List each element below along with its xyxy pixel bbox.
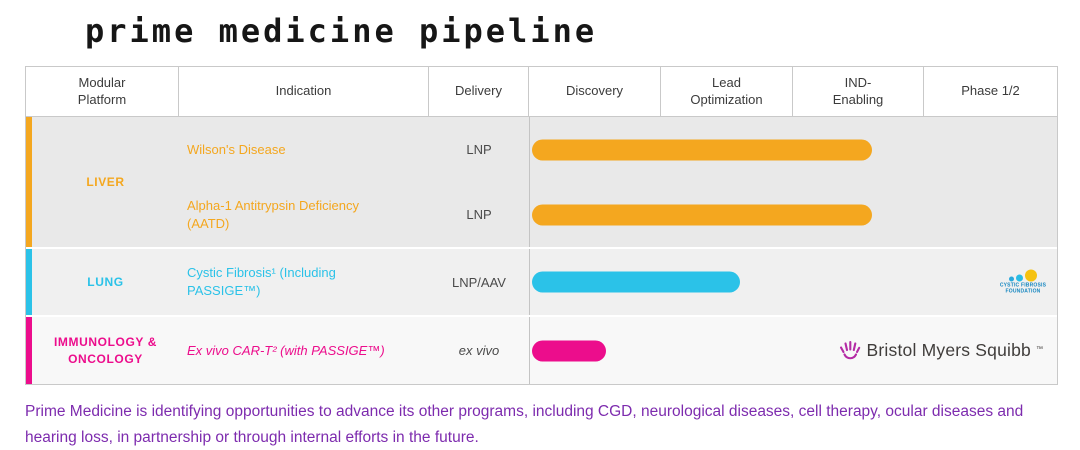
stage-chart-cell: Bristol Myers Squibb ™ xyxy=(529,317,1057,384)
delivery-label: LNP xyxy=(466,207,492,222)
platform-cell: LIVER xyxy=(26,117,179,247)
stage-chart-cell: CYSTIC FIBROSIS FOUNDATION xyxy=(529,249,1057,315)
platform-cell: LUNG xyxy=(26,249,179,315)
platform-cell: IMMUNOLOGY & ONCOLOGY xyxy=(26,317,179,384)
indication-cell: Wilson's Disease xyxy=(179,117,429,182)
group-rows: Ex vivo CAR-T² (with PASSIGE™) ex vivo xyxy=(179,317,1057,384)
header-stage-phase-1-2: Phase 1/2 xyxy=(961,83,1020,99)
stage-chart-cell xyxy=(529,117,1057,182)
indication-label: Ex vivo CAR-T² (with PASSIGE™) xyxy=(187,342,385,358)
header-stage-ind-enabling: IND-Enabling xyxy=(793,67,924,116)
bms-logo-label: Bristol Myers Squibb xyxy=(866,340,1031,360)
table-header-row: Modular Platform Indication Delivery Dis… xyxy=(26,67,1057,117)
bms-hand-icon xyxy=(839,340,860,359)
indication-cell: Alpha-1 Antitrypsin Deficiency (AATD) xyxy=(179,182,429,247)
delivery-label: LNP xyxy=(466,142,492,157)
pipeline-row-cystic-fibrosis: Cystic Fibrosis¹ (Including PASSIGE™) LN… xyxy=(179,249,1057,315)
page-title: prime medicine pipeline xyxy=(85,12,598,50)
platform-label-immunology-oncology: IMMUNOLOGY & ONCOLOGY xyxy=(54,335,157,366)
header-stage-lead-optimization: Lead Optimization xyxy=(661,67,793,116)
cystic-fibrosis-foundation-logo: CYSTIC FIBROSIS FOUNDATION xyxy=(999,269,1047,295)
cff-dot-icon xyxy=(1025,269,1037,282)
header-modular-platform: Modular Platform xyxy=(26,67,179,116)
pipeline-progress-bar xyxy=(532,139,872,160)
platform-color-strip xyxy=(26,317,32,384)
group-rows: Cystic Fibrosis¹ (Including PASSIGE™) LN… xyxy=(179,249,1057,315)
indication-cell: Ex vivo CAR-T² (with PASSIGE™) xyxy=(179,317,429,384)
pipeline-row-wilsons-disease: Wilson's Disease LNP xyxy=(179,117,1057,182)
header-delivery: Delivery xyxy=(429,67,529,116)
delivery-label: LNP/AAV xyxy=(452,274,506,290)
footnote: Prime Medicine is identifying opportunit… xyxy=(25,403,1024,446)
bristol-myers-squibb-logo: Bristol Myers Squibb ™ xyxy=(838,338,1043,364)
cff-dot-icon xyxy=(1016,274,1023,282)
pipeline-progress-bar xyxy=(532,204,872,225)
platform-label-lung: LUNG xyxy=(87,274,124,289)
platform-label-liver: LIVER xyxy=(86,174,125,189)
platform-group-immunology-oncology: IMMUNOLOGY & ONCOLOGY Ex vivo CAR-T² (wi… xyxy=(26,315,1057,384)
header-indication: Indication xyxy=(179,67,429,116)
pipeline-table: Modular Platform Indication Delivery Dis… xyxy=(25,66,1058,385)
stage-chart-cell xyxy=(529,182,1057,247)
indication-cell: Cystic Fibrosis¹ (Including PASSIGE™) xyxy=(179,249,429,315)
pipeline-row-aatd: Alpha-1 Antitrypsin Deficiency (AATD) LN… xyxy=(179,182,1057,247)
header-stage-discovery: Discovery xyxy=(529,67,661,116)
cff-dots-icon xyxy=(999,269,1047,282)
pipeline-progress-bar xyxy=(532,271,741,293)
indication-label: Cystic Fibrosis¹ (Including PASSIGE™) xyxy=(187,265,336,298)
bms-trademark: ™ xyxy=(1036,345,1043,353)
cff-dot-icon xyxy=(1009,276,1014,282)
platform-color-strip xyxy=(26,249,32,315)
platform-group-lung: LUNG Cystic Fibrosis¹ (Including PASSIGE… xyxy=(26,247,1057,315)
content-container: prime medicine pipeline Modular Platform… xyxy=(0,12,1060,450)
delivery-label: ex vivo xyxy=(458,343,500,358)
cff-logo-label: CYSTIC FIBROSIS FOUNDATION xyxy=(999,282,1047,295)
pipeline-row-ex-vivo-car-t: Ex vivo CAR-T² (with PASSIGE™) ex vivo xyxy=(179,317,1057,384)
indication-label: Wilson's Disease xyxy=(187,141,286,157)
platform-group-liver: LIVER Wilson's Disease LNP xyxy=(26,117,1057,247)
indication-label: Alpha-1 Antitrypsin Deficiency (AATD) xyxy=(187,197,359,231)
platform-color-strip xyxy=(26,117,32,247)
group-rows: Wilson's Disease LNP Alpha-1 Antitrypsin… xyxy=(179,117,1057,247)
pipeline-progress-bar xyxy=(532,340,606,361)
